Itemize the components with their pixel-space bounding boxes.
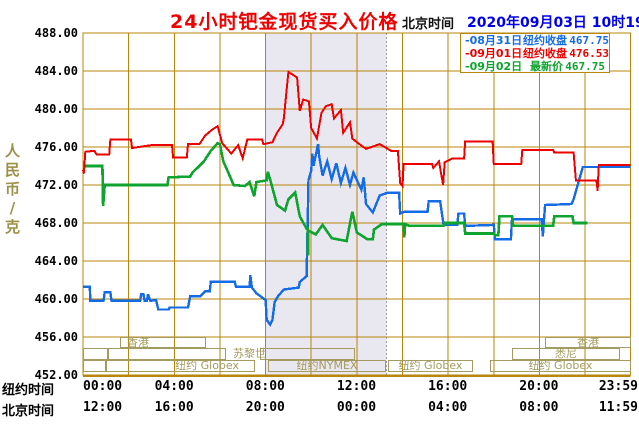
legend-value: 467.75 [565,59,605,73]
x-tick-label: 16:00 [154,400,194,415]
x-tick-label: 12:00 [83,400,123,415]
y-axis-label: 452.00 [34,368,78,382]
nymex-session-band [265,33,387,375]
beijing-time-label: 北京时间 [402,17,455,32]
session-box-纽约 Globex [490,360,631,372]
x-tick-label: 08:00 [245,379,285,394]
x-tick-label: 23:59 [598,379,638,394]
y-axis-label: 460.00 [34,292,78,306]
legend-series-name: 纽约收盘 [523,46,567,60]
bj-time-row-label: 北京时间 [2,404,55,419]
session-box [83,348,108,360]
legend-value: 476.53 [569,46,609,60]
x-tick-label: 20:00 [245,400,285,415]
price-line-09月02日 [83,141,588,256]
x-tick-label: 00:00 [336,400,377,415]
price-line-08月31日 [83,143,631,327]
y-unit-char: 人 [5,142,21,160]
x-tick-label: 16:00 [428,379,468,394]
session-box-香港 [120,337,206,348]
x-tick-label: 00:00 [83,379,123,394]
y-unit-char: 币 [5,180,21,198]
y-axis-label: 464.00 [34,254,78,268]
legend-value: 467.75 [569,33,609,47]
session-label: 纽约 Globex [175,359,239,372]
session-label: 香港 [577,336,599,349]
ny-time-row-label: 纽约时间 [2,383,55,398]
session-box [260,348,355,360]
y-axis-label: 456.00 [34,330,78,344]
session-label: 香港 [127,336,149,349]
session-box-悉尼 [512,348,620,360]
session-box-纽约 Globex [388,360,473,372]
y-axis-unit: 人民币 / 克 [5,142,20,237]
legend-date: -08月31日 [465,33,523,47]
x-tick-label: 11:59 [598,400,638,415]
y-axis-label: 472.00 [34,178,78,192]
y-axis-label: 488.00 [34,26,78,40]
legend-date: -09月02日 [465,59,523,73]
y-unit-char: 民 [5,161,21,179]
page-title: 24小时钯金现货买入价格 [170,11,399,33]
legend-row: -09月01日 纽约收盘 476.53 [465,46,609,60]
session-box [83,360,106,372]
session-label: 纽约 Globex [528,359,593,372]
y-axis-label: 468.00 [34,216,78,230]
x-tick-label: 08:00 [519,400,559,415]
session-box [108,348,226,360]
session-box-纽约NYMEX [268,360,386,372]
session-box-香港 [545,337,631,348]
price-line-09月01日 [82,70,631,191]
session-label: 纽约NYMEX [296,359,358,372]
current-datetime: 2020年09月03日 10时19分 [467,15,639,31]
x-tick-label: 20:00 [519,379,559,394]
legend-series-name: 最新价 [530,59,563,73]
session-label: 悉尼 [555,347,577,360]
x-tick-label: 04:00 [154,379,194,394]
y-axis-label: 476.00 [34,140,78,154]
y-axis-label: 484.00 [34,64,78,78]
legend-date: -09月01日 [465,46,523,60]
legend-row: -09月02日 最新价 467.75 [465,60,605,73]
y-unit-char: / [9,199,16,217]
session-label: 苏黎世 [233,347,266,360]
y-axis-label: 480.00 [34,102,78,116]
x-tick-label: 12:00 [336,379,377,394]
legend-row: -08月31日 纽约收盘 467.75 [465,33,609,47]
session-label: 纽约 Globex [398,359,463,372]
session-box-纽约 Globex [106,360,255,372]
x-tick-label: 04:00 [428,400,468,415]
y-unit-char: 克 [5,218,21,236]
legend-box: -08月31日 纽约收盘 467.75 -09月01日 纽约收盘 476.53 -09月02… [460,33,610,73]
legend-series-name: 纽约收盘 [523,33,567,47]
